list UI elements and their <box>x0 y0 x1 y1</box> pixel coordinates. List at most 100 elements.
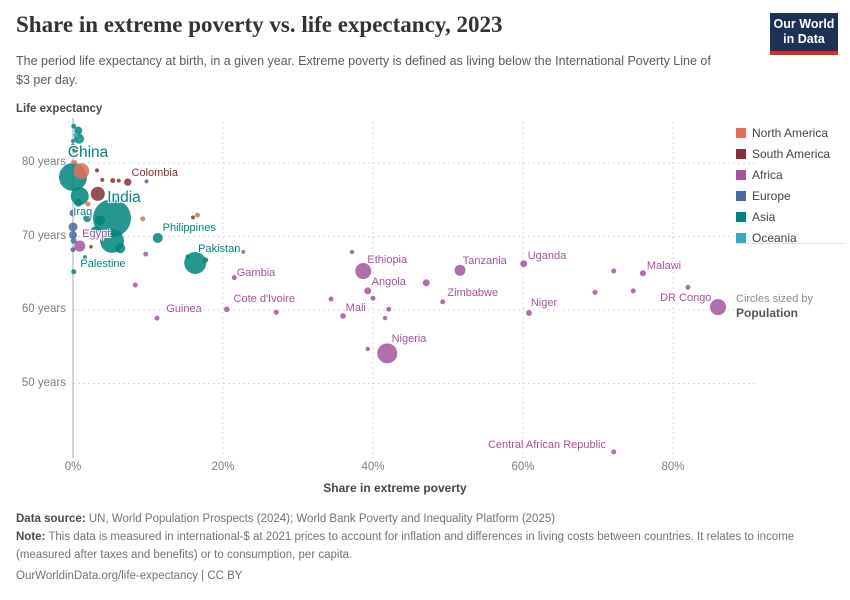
legend-item-asia[interactable]: Asia <box>736 210 830 224</box>
data-point[interactable] <box>90 226 103 239</box>
data-point[interactable] <box>185 254 190 259</box>
country-label: Uganda <box>527 249 567 262</box>
data-point-iraq[interactable] <box>83 214 92 223</box>
data-point-niger[interactable] <box>526 309 532 316</box>
data-point[interactable] <box>273 309 279 315</box>
data-point[interactable] <box>365 346 370 352</box>
data-point[interactable] <box>83 255 87 260</box>
x-tick-label: 60% <box>511 461 535 473</box>
data-point[interactable] <box>241 249 246 254</box>
legend-item-south-america[interactable]: South America <box>736 147 830 161</box>
data-point[interactable] <box>71 146 75 151</box>
size-legend-caption: Circles sized by <box>736 293 814 305</box>
country-label: Iraq <box>73 205 93 218</box>
note-text: This data is measured in international-$… <box>16 530 795 561</box>
country-label: Palestine <box>80 258 126 271</box>
legend-label: Oceania <box>752 231 797 245</box>
data-point[interactable] <box>611 268 617 274</box>
data-point-egypt[interactable] <box>74 240 86 252</box>
data-point[interactable] <box>70 237 77 244</box>
owid-logo-line2: in Data <box>783 32 825 46</box>
data-point[interactable] <box>370 295 376 301</box>
data-point-guinea[interactable] <box>154 315 160 321</box>
data-point-cote-d-ivoire[interactable] <box>223 306 230 313</box>
legend-item-europe[interactable]: Europe <box>736 189 830 203</box>
data-point[interactable] <box>140 216 146 222</box>
data-point[interactable] <box>382 315 388 321</box>
data-point[interactable] <box>95 168 99 173</box>
data-point-zimbabwe[interactable] <box>440 299 446 305</box>
data-point[interactable] <box>203 257 209 263</box>
data-point-philippines[interactable] <box>152 232 163 243</box>
legend-item-africa[interactable]: Africa <box>736 168 830 182</box>
data-point[interactable] <box>74 198 83 207</box>
data-point[interactable] <box>89 244 93 249</box>
legend-divider <box>736 243 844 244</box>
legend-item-north-america[interactable]: North America <box>736 126 830 140</box>
data-point[interactable] <box>90 186 105 201</box>
data-point-tanzania[interactable] <box>454 264 466 276</box>
data-point[interactable] <box>191 215 195 220</box>
data-point-mali[interactable] <box>340 313 346 319</box>
data-point[interactable] <box>73 160 78 165</box>
note-label: Note: <box>16 530 46 543</box>
owid-logo[interactable]: Our World in Data <box>770 13 838 55</box>
data-point-colombia[interactable] <box>124 178 132 186</box>
country-label: Guinea <box>166 303 202 316</box>
data-point-pakistan[interactable] <box>184 251 207 274</box>
page-title: Share in extreme poverty vs. life expect… <box>16 12 503 37</box>
data-point[interactable] <box>71 143 75 148</box>
data-point-gambia[interactable] <box>231 275 237 281</box>
data-point-india[interactable] <box>93 199 131 238</box>
data-point[interactable] <box>69 209 77 217</box>
data-point-uganda[interactable] <box>520 260 528 268</box>
legend-item-oceania[interactable]: Oceania <box>736 231 830 245</box>
country-label: Gambia <box>236 266 276 279</box>
y-tick-label: 50 years <box>21 376 66 389</box>
legend-label: South America <box>752 147 831 161</box>
data-point[interactable] <box>110 178 116 184</box>
data-point[interactable] <box>144 179 149 184</box>
data-point[interactable] <box>143 251 149 257</box>
data-point[interactable] <box>630 288 636 294</box>
legend-label: Africa <box>752 168 783 182</box>
data-point[interactable] <box>592 289 598 295</box>
data-point[interactable] <box>73 163 90 180</box>
data-point[interactable] <box>195 212 200 218</box>
data-point[interactable] <box>422 279 430 287</box>
country-label: Egypt <box>82 228 111 241</box>
data-point[interactable] <box>68 222 78 232</box>
data-point[interactable] <box>71 123 77 129</box>
data-point[interactable] <box>73 132 79 138</box>
owid-logo-line1: Our World <box>773 17 835 31</box>
data-point[interactable] <box>70 247 76 253</box>
data-point[interactable] <box>85 201 91 207</box>
legend-swatch <box>736 149 746 159</box>
data-point-central-african-republic[interactable] <box>611 449 617 455</box>
data-point[interactable] <box>328 296 334 302</box>
data-point[interactable] <box>95 215 105 226</box>
data-point[interactable] <box>115 243 126 254</box>
data-point[interactable] <box>349 249 355 255</box>
country-label: Philippines <box>162 221 216 234</box>
data-point-palestine[interactable] <box>71 269 77 275</box>
data-point-nigeria[interactable] <box>377 343 398 364</box>
data-point-ethiopia[interactable] <box>355 263 372 280</box>
data-point-malawi[interactable] <box>640 270 646 277</box>
country-label: Pakistan <box>198 242 241 255</box>
data-point[interactable] <box>386 306 392 312</box>
owid-link[interactable]: OurWorldinData.org/life-expectancy | CC … <box>16 570 243 583</box>
data-source-label: Data source: <box>16 513 86 525</box>
legend-swatch <box>736 170 746 180</box>
data-point[interactable] <box>77 137 82 142</box>
size-legend: 1.4B 600M Circles sized by Population <box>736 0 836 340</box>
data-point[interactable] <box>116 178 121 183</box>
data-point[interactable] <box>685 284 691 290</box>
x-tick-label: 40% <box>361 461 385 473</box>
data-point-angola[interactable] <box>364 287 372 295</box>
data-point[interactable] <box>132 282 138 288</box>
data-point[interactable] <box>69 231 77 240</box>
data-point-dr-congo[interactable] <box>710 299 726 316</box>
data-point[interactable] <box>71 138 75 143</box>
data-point[interactable] <box>100 177 105 182</box>
